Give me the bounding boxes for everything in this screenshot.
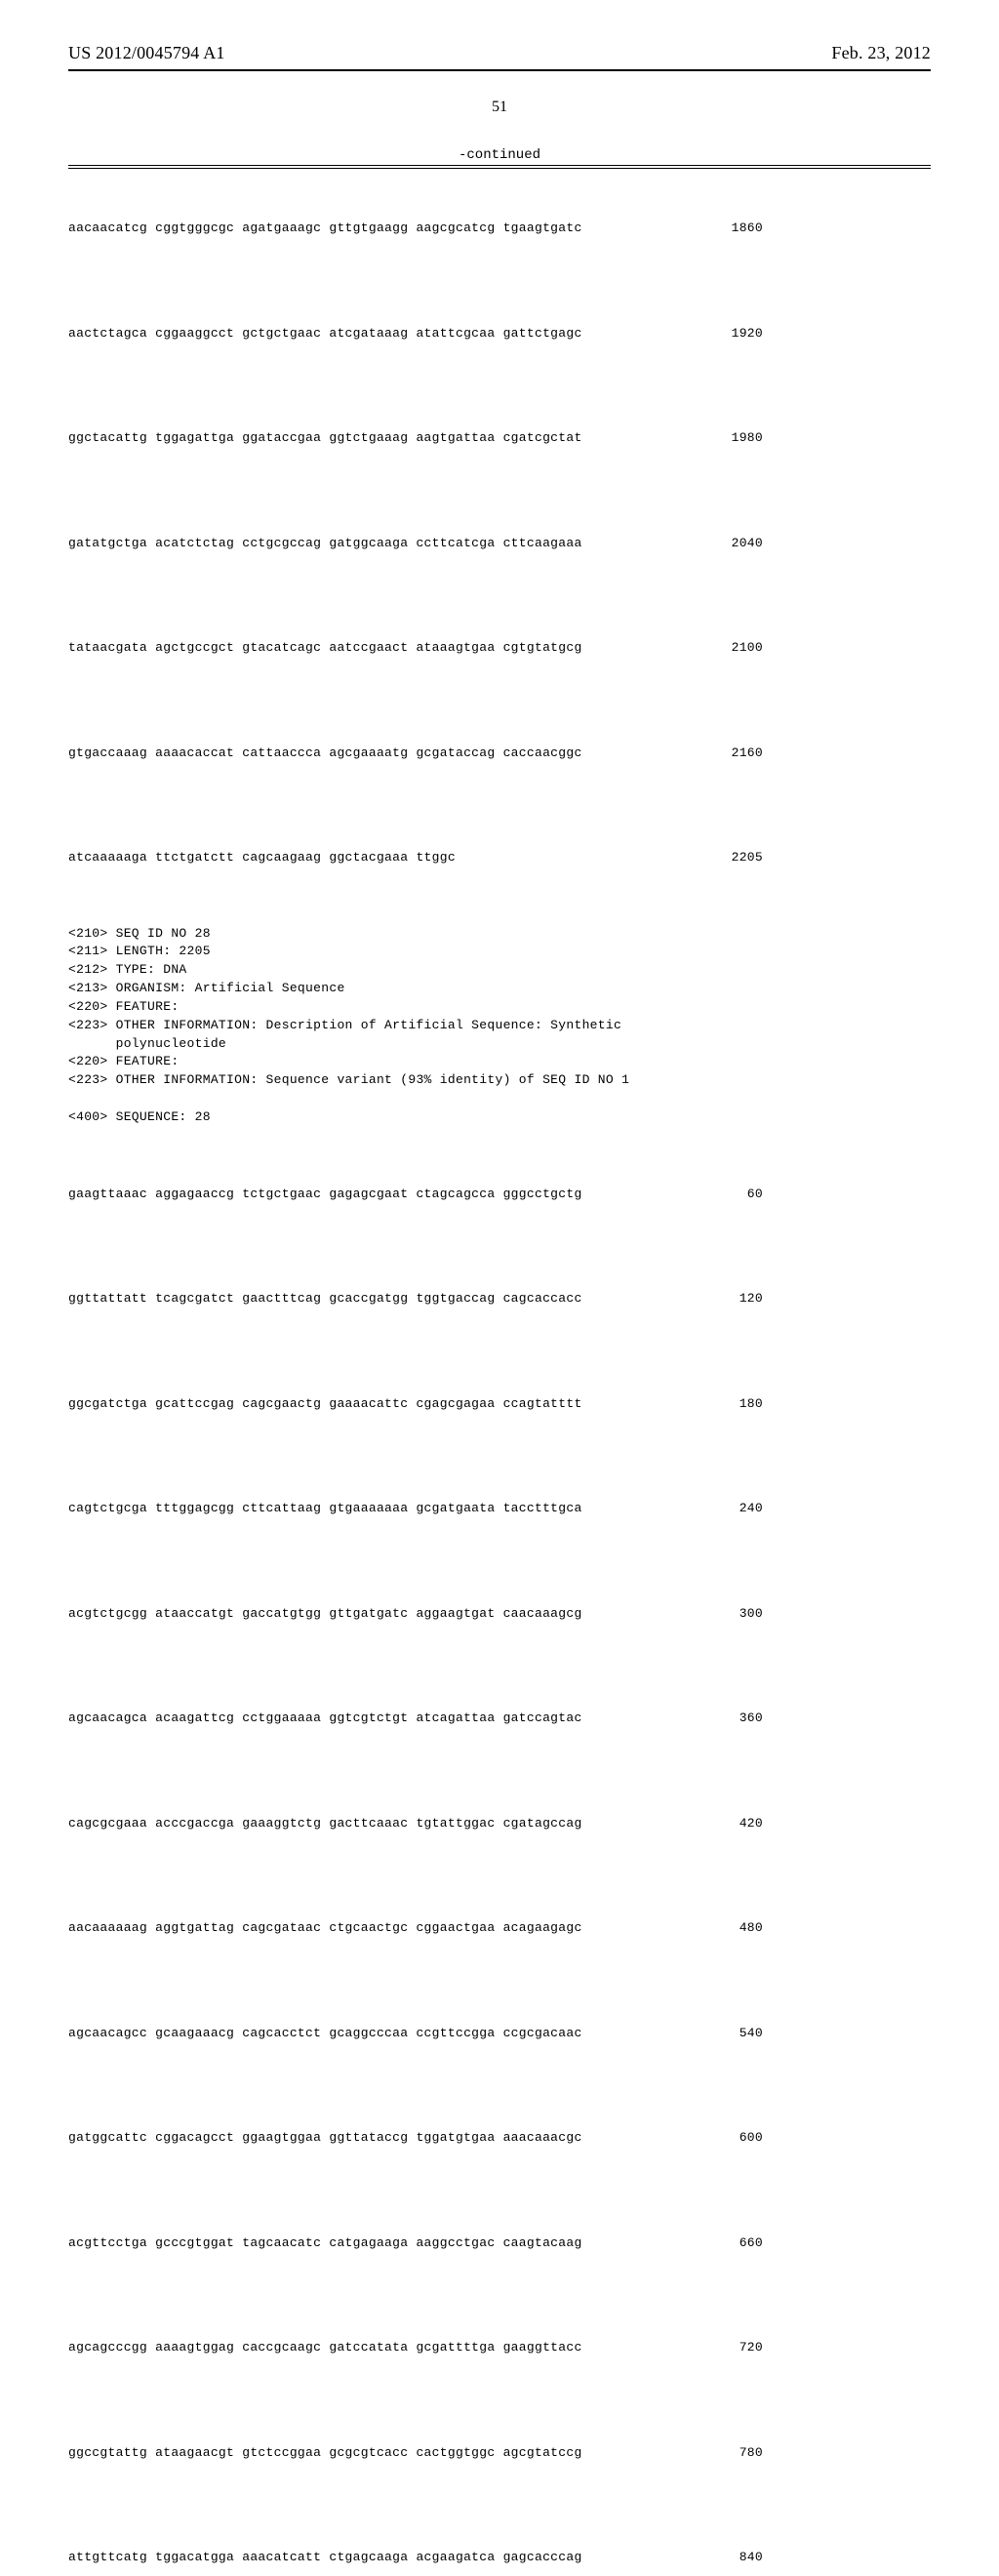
seq-pos: 1980 xyxy=(693,428,763,448)
seq-text: ggttattatt tcagcgatct gaactttcag gcaccga… xyxy=(68,1289,693,1308)
seq-text: agcagcccgg aaaagtggag caccgcaagc gatccat… xyxy=(68,2338,693,2357)
continued-label: -continued xyxy=(68,147,931,163)
seq-pos: 540 xyxy=(693,2024,763,2043)
seq-line: gatatgctga acatctctag cctgcgccag gatggca… xyxy=(68,534,931,553)
seq-pos: 840 xyxy=(693,2548,763,2567)
seq-text: acgttcctga gcccgtggat tagcaacatc catgaga… xyxy=(68,2234,693,2253)
seq-text: gatggcattc cggacagcct ggaagtggaa ggttata… xyxy=(68,2128,693,2148)
seq-line: acgttcctga gcccgtggat tagcaacatc catgaga… xyxy=(68,2234,931,2253)
seq-block-top: aacaacatcg cggtgggcgc agatgaaagc gttgtga… xyxy=(68,181,931,906)
header-rule xyxy=(68,69,931,71)
seq-line: cagtctgcga tttggagcgg cttcattaag gtgaaaa… xyxy=(68,1499,931,1518)
seq-line: ggttattatt tcagcgatct gaactttcag gcaccga… xyxy=(68,1289,931,1308)
seq-pos: 2205 xyxy=(693,848,763,867)
seq-line: aacaacatcg cggtgggcgc agatgaaagc gttgtga… xyxy=(68,219,931,238)
seq-text: cagcgcgaaa acccgaccga gaaaggtctg gacttca… xyxy=(68,1814,693,1833)
seq-text: tataacgata agctgccgct gtacatcagc aatccga… xyxy=(68,638,693,658)
seq-text: attgttcatg tggacatgga aaacatcatt ctgagca… xyxy=(68,2548,693,2567)
seq-line: ggccgtattg ataagaacgt gtctccggaa gcgcgtc… xyxy=(68,2443,931,2463)
page-number: 51 xyxy=(68,99,931,116)
seq-rule-bot xyxy=(68,168,931,169)
seq-text: cagtctgcga tttggagcgg cttcattaag gtgaaaa… xyxy=(68,1499,693,1518)
seq-text: gaagttaaac aggagaaccg tctgctgaac gagagcg… xyxy=(68,1185,693,1204)
seq-line: atcaaaaaga ttctgatctt cagcaagaag ggctacg… xyxy=(68,848,931,867)
seq-text: atcaaaaaga ttctgatctt cagcaagaag ggctacg… xyxy=(68,848,693,867)
seq-pos: 180 xyxy=(693,1394,763,1414)
seq-pos: 660 xyxy=(693,2234,763,2253)
seq-pos: 120 xyxy=(693,1289,763,1308)
seq-line: agcaacagca acaagattcg cctggaaaaa ggtcgtc… xyxy=(68,1709,931,1728)
seq-text: acgtctgcgg ataaccatgt gaccatgtgg gttgatg… xyxy=(68,1604,693,1624)
seq-pos: 420 xyxy=(693,1814,763,1833)
seq-text: aacaacatcg cggtgggcgc agatgaaagc gttgtga… xyxy=(68,219,693,238)
header-right: Feb. 23, 2012 xyxy=(831,43,931,63)
page: US 2012/0045794 A1 Feb. 23, 2012 51 -con… xyxy=(0,0,999,1288)
seq-line: gtgaccaaag aaaacaccat cattaaccca agcgaaa… xyxy=(68,744,931,763)
seq-line: gaagttaaac aggagaaccg tctgctgaac gagagcg… xyxy=(68,1185,931,1204)
seq-annotation: <210> SEQ ID NO 28 <211> LENGTH: 2205 <2… xyxy=(68,925,931,1127)
header-row: US 2012/0045794 A1 Feb. 23, 2012 xyxy=(68,43,931,63)
seq-line: agcagcccgg aaaagtggag caccgcaagc gatccat… xyxy=(68,2338,931,2357)
seq-block-main: gaagttaaac aggagaaccg tctgctgaac gagagcg… xyxy=(68,1147,931,2576)
seq-text: agcaacagcc gcaagaaacg cagcacctct gcaggcc… xyxy=(68,2024,693,2043)
seq-pos: 1860 xyxy=(693,219,763,238)
seq-text: aacaaaaaag aggtgattag cagcgataac ctgcaac… xyxy=(68,1918,693,1938)
seq-line: ggcgatctga gcattccgag cagcgaactg gaaaaca… xyxy=(68,1394,931,1414)
seq-line: acgtctgcgg ataaccatgt gaccatgtgg gttgatg… xyxy=(68,1604,931,1624)
seq-line: tataacgata agctgccgct gtacatcagc aatccga… xyxy=(68,638,931,658)
seq-line: aacaaaaaag aggtgattag cagcgataac ctgcaac… xyxy=(68,1918,931,1938)
seq-line: aactctagca cggaaggcct gctgctgaac atcgata… xyxy=(68,324,931,343)
seq-pos: 2160 xyxy=(693,744,763,763)
seq-pos: 240 xyxy=(693,1499,763,1518)
seq-line: gatggcattc cggacagcct ggaagtggaa ggttata… xyxy=(68,2128,931,2148)
seq-pos: 600 xyxy=(693,2128,763,2148)
seq-rule-top xyxy=(68,165,931,166)
seq-pos: 2100 xyxy=(693,638,763,658)
seq-pos: 1920 xyxy=(693,324,763,343)
seq-text: gatatgctga acatctctag cctgcgccag gatggca… xyxy=(68,534,693,553)
seq-pos: 60 xyxy=(693,1185,763,1204)
seq-line: cagcgcgaaa acccgaccga gaaaggtctg gacttca… xyxy=(68,1814,931,1833)
seq-line: ggctacattg tggagattga ggataccgaa ggtctga… xyxy=(68,428,931,448)
seq-text: agcaacagca acaagattcg cctggaaaaa ggtcgtc… xyxy=(68,1709,693,1728)
header-left: US 2012/0045794 A1 xyxy=(68,43,225,63)
seq-pos: 300 xyxy=(693,1604,763,1624)
seq-line: agcaacagcc gcaagaaacg cagcacctct gcaggcc… xyxy=(68,2024,931,2043)
seq-pos: 2040 xyxy=(693,534,763,553)
seq-line: attgttcatg tggacatgga aaacatcatt ctgagca… xyxy=(68,2548,931,2567)
seq-text: gtgaccaaag aaaacaccat cattaaccca agcgaaa… xyxy=(68,744,693,763)
seq-text: ggcgatctga gcattccgag cagcgaactg gaaaaca… xyxy=(68,1394,693,1414)
seq-text: ggctacattg tggagattga ggataccgaa ggtctga… xyxy=(68,428,693,448)
seq-pos: 480 xyxy=(693,1918,763,1938)
seq-text: aactctagca cggaaggcct gctgctgaac atcgata… xyxy=(68,324,693,343)
seq-pos: 720 xyxy=(693,2338,763,2357)
seq-pos: 360 xyxy=(693,1709,763,1728)
seq-pos: 780 xyxy=(693,2443,763,2463)
seq-text: ggccgtattg ataagaacgt gtctccggaa gcgcgtc… xyxy=(68,2443,693,2463)
